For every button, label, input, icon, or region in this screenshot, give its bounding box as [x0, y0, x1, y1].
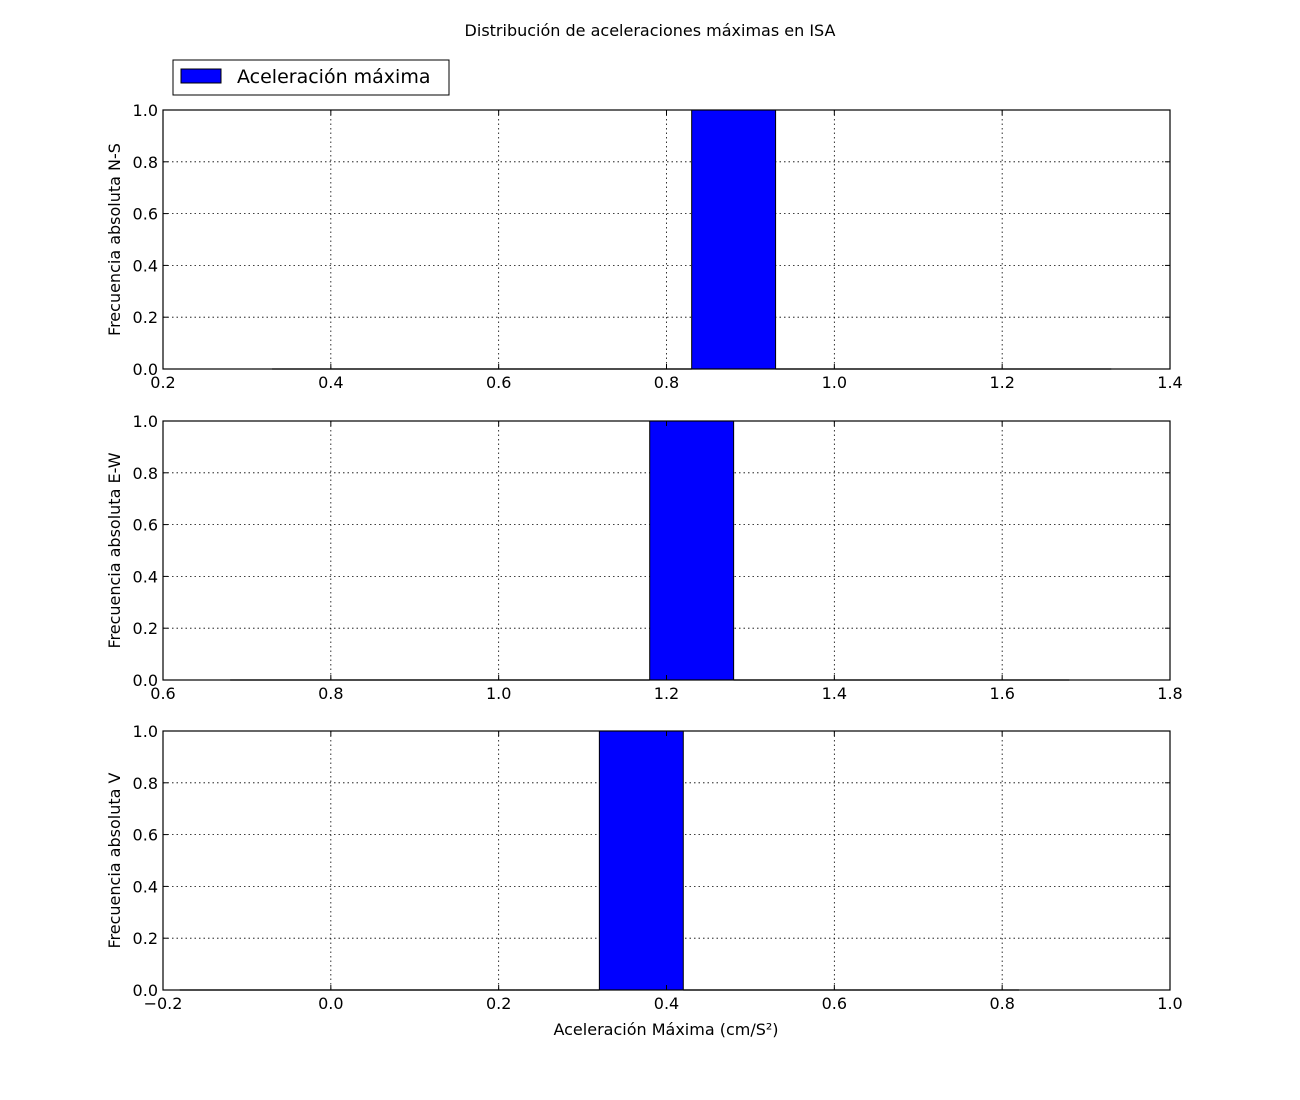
x-tick-label: 1.6: [989, 684, 1014, 703]
histogram-bar: [691, 109, 777, 370]
y-tick-label: 0.0: [133, 981, 158, 1000]
y-tick-label: 0.0: [133, 671, 158, 690]
x-tick-label: 0.6: [486, 373, 511, 392]
x-tick-label: 0.6: [150, 684, 175, 703]
x-tick-label: 0.0: [318, 994, 343, 1013]
y-tick-label: 0.8: [133, 153, 158, 172]
y-tick-label: 0.2: [133, 308, 158, 327]
x-tick-label: 1.0: [486, 684, 511, 703]
y-tick-label: 1.0: [133, 101, 158, 120]
histogram-bar: [649, 420, 735, 681]
legend: Aceleración máxima: [172, 59, 450, 96]
chart-title: Distribución de aceleraciones máximas en…: [465, 21, 836, 40]
histogram-bar: [598, 730, 684, 991]
x-tick-label: 0.6: [822, 994, 847, 1013]
x-tick-label: 0.8: [989, 994, 1014, 1013]
y-axis-label: Frecuencia absoluta V: [105, 772, 124, 948]
y-tick-label: 0.6: [133, 205, 158, 224]
y-tick-label: 0.8: [133, 464, 158, 483]
x-tick-label: 1.0: [822, 373, 847, 392]
y-tick-label: 1.0: [133, 722, 158, 741]
y-tick-label: 0.6: [133, 826, 158, 845]
x-axis-label: Aceleración Máxima (cm/S²): [553, 1020, 778, 1039]
y-tick-label: 1.0: [133, 412, 158, 431]
y-tick-label: 0.2: [133, 619, 158, 638]
legend-swatch: [180, 68, 222, 84]
x-tick-label: −0.2: [144, 994, 183, 1013]
y-tick-label: 0.4: [133, 256, 158, 275]
x-tick-label: 1.0: [1157, 994, 1182, 1013]
x-tick-label: 0.8: [318, 684, 343, 703]
x-tick-label: 1.4: [822, 684, 847, 703]
subplot-1: 0.2 0.4 0.6 0.8 1.0 1.2 1.40.00.20.40.60.81.0F…: [105, 101, 1183, 392]
x-tick-label: 1.8: [1157, 684, 1182, 703]
x-tick-label: 1.2: [989, 373, 1014, 392]
y-tick-label: 0.0: [133, 360, 158, 379]
subplots: 0.2 0.4 0.6 0.8 1.0 1.2 1.40.00.20.40.60.81.0F…: [105, 101, 1183, 1013]
y-tick-label: 0.8: [133, 774, 158, 793]
y-axis-label: Frecuencia absoluta E-W: [105, 452, 124, 648]
x-tick-label: 1.4: [1157, 373, 1182, 392]
y-tick-label: 0.4: [133, 877, 158, 896]
legend-label: Aceleración máxima: [237, 66, 430, 88]
x-tick-label: 0.4: [318, 373, 343, 392]
x-tick-label: 0.2: [150, 373, 175, 392]
subplot-2: 0.6 0.8 1.0 1.2 1.4 1.6 1.8 0.0 0.2 0.4 0.6 0.8 1.0 F…: [105, 412, 1183, 703]
y-tick-label: 0.2: [133, 929, 158, 948]
plot-frame: [162, 109, 1171, 370]
x-tick-label: 0.4: [654, 994, 679, 1013]
subplot-3: −0.2 0.0 0.2 0.4 0.6 0.8 1.00.00.20.40.60.81.0…: [105, 722, 1183, 1013]
y-tick-label: 0.6: [133, 516, 158, 535]
x-tick-label: 0.2: [486, 994, 511, 1013]
y-axis-label: Frecuencia absoluta N-S: [105, 143, 124, 336]
x-tick-label: 1.2: [654, 684, 679, 703]
y-tick-label: 0.4: [133, 567, 158, 586]
x-tick-label: 0.8: [654, 373, 679, 392]
